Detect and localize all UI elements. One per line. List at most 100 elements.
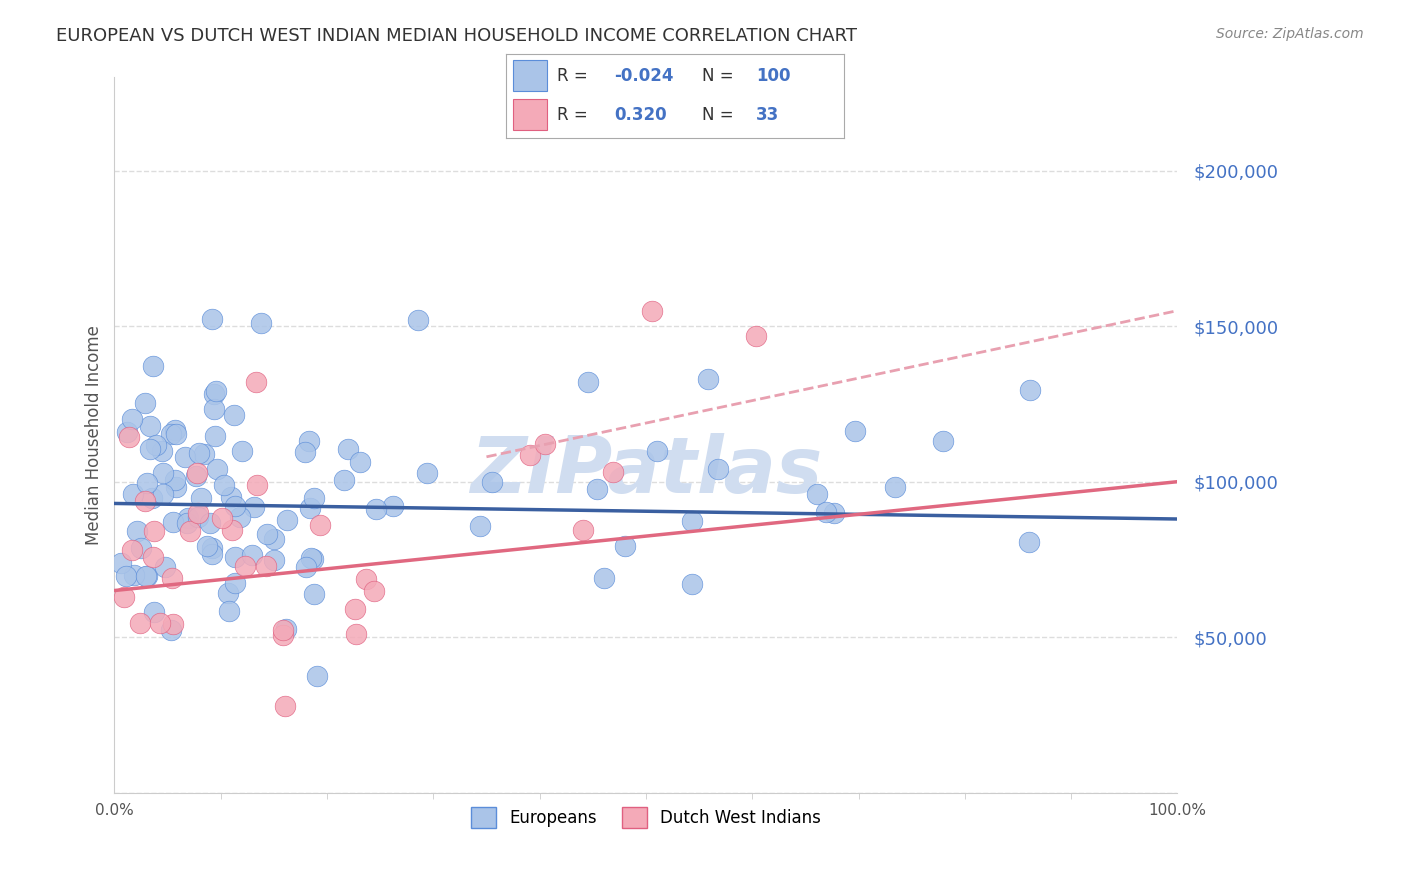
Point (572, 524, 595, 538)
Point (138, 418, 160, 433)
Point (309, 518, 332, 533)
Point (806, 487, 828, 501)
Point (221, 523, 243, 537)
Text: N =: N = (702, 105, 734, 123)
Point (112, 591, 135, 605)
Point (271, 627, 294, 641)
Point (152, 487, 174, 501)
Point (263, 533, 285, 547)
Point (200, 516, 222, 531)
Point (187, 506, 209, 520)
Point (221, 490, 243, 504)
Point (585, 483, 607, 497)
Legend: Europeans, Dutch West Indians: Europeans, Dutch West Indians (464, 801, 828, 834)
Point (246, 478, 269, 492)
Point (243, 500, 266, 515)
Point (301, 551, 323, 566)
Point (224, 500, 246, 514)
Point (815, 505, 838, 519)
Point (190, 491, 212, 505)
Point (217, 585, 239, 599)
Point (271, 624, 294, 638)
Point (145, 438, 167, 452)
Point (134, 396, 156, 410)
Point (212, 478, 235, 492)
Point (173, 450, 195, 464)
Point (593, 571, 616, 585)
Point (381, 499, 404, 513)
Point (681, 514, 703, 528)
Point (143, 524, 166, 538)
Point (356, 572, 378, 586)
Point (468, 519, 491, 533)
Point (162, 617, 184, 632)
Point (163, 423, 186, 437)
Point (176, 510, 198, 524)
Point (274, 622, 297, 636)
Point (294, 559, 316, 574)
Point (229, 509, 252, 524)
Point (205, 384, 228, 399)
Point (332, 473, 354, 487)
Bar (513, 61, 547, 91)
Point (231, 443, 253, 458)
Point (363, 584, 385, 599)
Point (121, 412, 143, 426)
Point (211, 511, 233, 525)
Point (160, 624, 183, 638)
Text: R =: R = (557, 67, 588, 85)
Point (165, 473, 187, 487)
Point (176, 516, 198, 531)
Point (344, 602, 367, 616)
Point (165, 480, 187, 494)
Point (519, 448, 541, 462)
Point (136, 569, 159, 583)
Point (179, 524, 201, 539)
Point (481, 475, 503, 489)
Text: N =: N = (702, 67, 734, 85)
Point (256, 526, 278, 541)
Point (1018, 535, 1040, 549)
Point (121, 542, 143, 557)
Point (128, 616, 150, 631)
Text: 33: 33 (756, 105, 779, 123)
Point (366, 502, 388, 516)
Point (233, 558, 256, 573)
Point (135, 475, 157, 490)
Point (150, 444, 173, 458)
Point (681, 577, 703, 591)
Point (1018, 384, 1040, 398)
Point (139, 442, 162, 457)
Point (121, 487, 143, 501)
Point (204, 429, 226, 443)
Text: R =: R = (557, 105, 588, 123)
Point (115, 568, 138, 582)
Point (186, 469, 208, 483)
Point (533, 437, 555, 451)
Point (224, 576, 246, 591)
Point (883, 480, 905, 494)
Point (205, 462, 228, 476)
Point (406, 313, 429, 327)
Point (193, 446, 215, 460)
Point (602, 465, 624, 479)
Point (576, 375, 599, 389)
Point (256, 559, 278, 574)
Point (187, 510, 209, 524)
Point (294, 445, 316, 459)
Point (298, 434, 321, 449)
Point (645, 444, 668, 458)
Point (823, 506, 845, 520)
Point (135, 568, 157, 582)
Point (165, 426, 187, 441)
Point (186, 466, 208, 480)
Point (222, 409, 245, 423)
Point (125, 524, 148, 538)
Point (160, 571, 183, 585)
Point (122, 568, 145, 582)
Point (142, 550, 165, 565)
Point (141, 491, 163, 505)
Point (188, 446, 211, 460)
Point (195, 539, 218, 553)
Point (301, 550, 323, 565)
